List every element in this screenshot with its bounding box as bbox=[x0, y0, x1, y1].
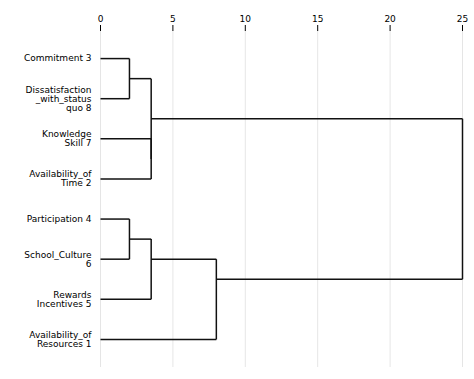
svg-text:20: 20 bbox=[384, 14, 396, 24]
svg-text:5: 5 bbox=[170, 14, 176, 24]
svg-text:10: 10 bbox=[240, 14, 252, 24]
svg-text:25: 25 bbox=[457, 14, 468, 24]
svg-text:RewardsIncentives 5: RewardsIncentives 5 bbox=[37, 290, 92, 309]
svg-text:Participation 4: Participation 4 bbox=[27, 214, 92, 224]
svg-text:Availability_ofResources 1: Availability_ofResources 1 bbox=[29, 330, 92, 349]
svg-text:15: 15 bbox=[312, 14, 323, 24]
svg-text:0: 0 bbox=[98, 14, 104, 24]
svg-text:KnowledgeSkill 7: KnowledgeSkill 7 bbox=[42, 129, 92, 148]
svg-text:Dissatisfaction_with_statusquo: Dissatisfaction_with_statusquo 8 bbox=[26, 85, 92, 113]
svg-text:School_Culture6: School_Culture6 bbox=[24, 250, 92, 269]
svg-text:Availability_ofTime 2: Availability_ofTime 2 bbox=[29, 169, 92, 188]
svg-text:Commitment 3: Commitment 3 bbox=[24, 53, 91, 63]
